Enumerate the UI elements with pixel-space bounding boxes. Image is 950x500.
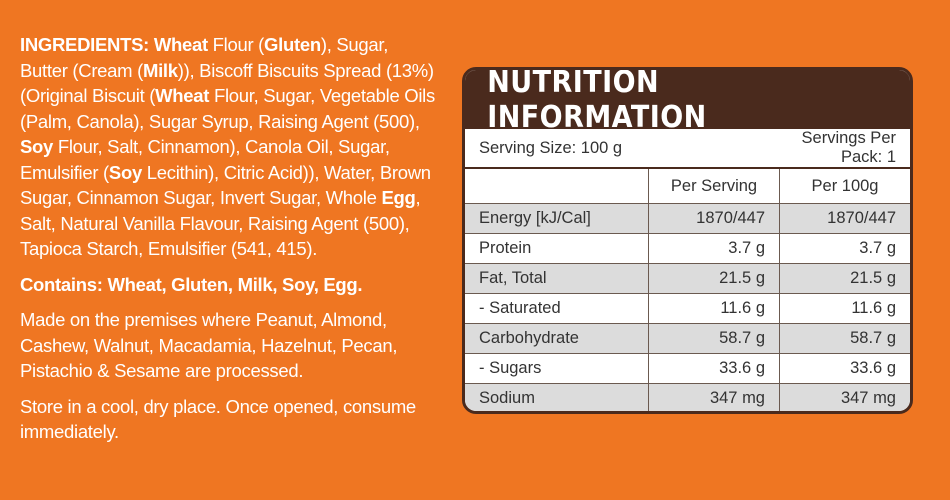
table-row: Sodium 347 mg 347 mg bbox=[465, 383, 910, 411]
row-serving-value: 347 mg bbox=[648, 383, 780, 411]
row-label: Sodium bbox=[465, 383, 649, 411]
row-per100-value: 21.5 g bbox=[779, 263, 910, 294]
allergen-soy: Soy bbox=[108, 161, 142, 183]
nutrition-title: NUTRITION INFORMATION bbox=[487, 67, 707, 135]
table-row: Fat, Total 21.5 g 21.5 g bbox=[465, 263, 910, 294]
row-label: Fat, Total bbox=[465, 263, 649, 294]
contains-statement: Contains: Wheat, Gluten, Milk, Soy, Egg. bbox=[20, 273, 363, 295]
row-label: - Sugars bbox=[465, 353, 649, 384]
nutrition-header: NUTRITION INFORMATION bbox=[465, 70, 910, 135]
ingredients-segment: Flour, Sugar, Vegetable Oils (Palm, Cano… bbox=[20, 85, 435, 132]
row-serving-value: 3.7 g bbox=[648, 233, 780, 264]
storage-statement: Store in a cool, dry place. Once opened,… bbox=[20, 395, 416, 443]
ingredients-segment: Flour ( bbox=[207, 34, 265, 55]
allergen-wheat: Wheat bbox=[155, 85, 210, 106]
row-per100-value: 3.7 g bbox=[779, 233, 910, 264]
row-serving-value: 11.6 g bbox=[648, 293, 780, 324]
empty-header-cell bbox=[465, 168, 649, 204]
ingredients-segment: )), Biscoff Biscuits Spread (13%) (Origi… bbox=[20, 59, 434, 107]
table-row: - Sugars 33.6 g 33.6 g bbox=[465, 353, 910, 384]
ingredients-segment: Flour, Salt, Cinnamon), Canola Oil, Suga… bbox=[20, 136, 390, 183]
premises-statement: Made on the premises where Peanut, Almon… bbox=[20, 309, 398, 381]
col-per-100g: Per 100g bbox=[779, 168, 910, 204]
row-serving-value: 58.7 g bbox=[648, 323, 780, 354]
ingredients-segment: ), Sugar, Butter (Cream ( bbox=[20, 34, 389, 81]
nutrition-table: Serving Size: 100 g Servings Per Pack: 1… bbox=[465, 129, 910, 411]
allergen-soy: Soy bbox=[20, 136, 54, 157]
row-label: - Saturated bbox=[465, 293, 649, 324]
row-per100-value: 33.6 g bbox=[779, 353, 910, 384]
ingredients-block: INGREDIENTS: Wheat Flour (Gluten), Sugar… bbox=[20, 32, 440, 455]
row-serving-value: 1870/447 bbox=[648, 203, 780, 234]
row-per100-value: 347 mg bbox=[779, 383, 910, 411]
allergen-milk: Milk bbox=[142, 59, 178, 81]
table-row: Protein 3.7 g 3.7 g bbox=[465, 233, 910, 264]
ingredients-segment: , Salt, Natural Vanilla Flavour, Raising… bbox=[20, 187, 421, 259]
serving-row: Serving Size: 100 g Servings Per Pack: 1 bbox=[465, 129, 910, 169]
column-header-row: Per Serving Per 100g bbox=[465, 168, 910, 204]
ingredients-text: INGREDIENTS: Wheat Flour (Gluten), Sugar… bbox=[20, 32, 440, 262]
row-label: Protein bbox=[465, 233, 649, 264]
row-label: Energy [kJ/Cal] bbox=[465, 203, 649, 234]
servings-per-pack: Servings Per Pack: 1 bbox=[779, 129, 910, 169]
table-row: Carbohydrate 58.7 g 58.7 g bbox=[465, 323, 910, 354]
table-row: - Saturated 11.6 g 11.6 g bbox=[465, 293, 910, 324]
row-per100-value: 11.6 g bbox=[779, 293, 910, 324]
ingredients-segment: Lecithin), Citric Acid)), Water, Brown S… bbox=[20, 161, 431, 209]
row-serving-value: 33.6 g bbox=[648, 353, 780, 384]
row-per100-value: 1870/447 bbox=[779, 203, 910, 234]
row-label: Carbohydrate bbox=[465, 323, 649, 354]
table-row: Energy [kJ/Cal] 1870/447 1870/447 bbox=[465, 203, 910, 234]
row-serving-value: 21.5 g bbox=[648, 263, 780, 294]
row-per100-value: 58.7 g bbox=[779, 323, 910, 354]
ingredients-label: INGREDIENTS: Wheat bbox=[20, 34, 208, 55]
nutrition-panel: NUTRITION INFORMATION Serving Size: 100 … bbox=[462, 67, 913, 414]
allergen-gluten: Gluten bbox=[264, 34, 321, 55]
serving-size: Serving Size: 100 g bbox=[465, 129, 780, 169]
col-per-serving: Per Serving bbox=[648, 168, 780, 204]
allergen-egg: Egg bbox=[381, 187, 416, 208]
